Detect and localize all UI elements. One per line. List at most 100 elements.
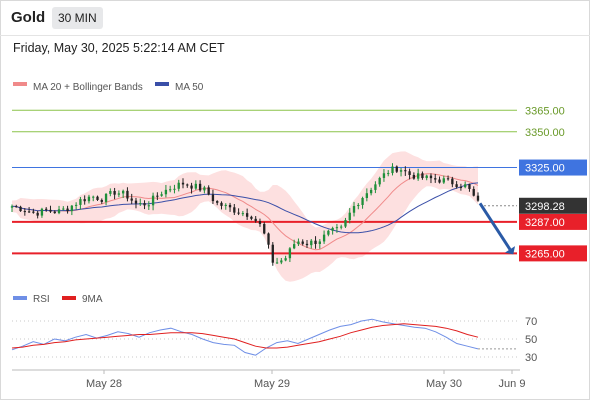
candle-body [301,241,304,244]
candle-body [425,175,428,179]
rsi-series-9MA [11,323,479,349]
forecast-arrow [478,202,516,255]
candle-body [468,184,471,189]
candle-body [365,193,369,198]
candle-body [70,205,74,212]
candle-body [203,187,206,191]
rsi-tick-30: 30 [525,352,537,364]
candle-body [224,204,227,206]
price-levels: 3365.00 3350.00 3325.00 3287.00 3265.00 [12,105,587,262]
current-price-label: 3298.28 [525,201,565,213]
forecast-arrow-head [504,246,516,255]
candle-body [258,221,262,224]
candle-body [416,173,420,179]
candle-body [134,200,138,204]
candle-body [19,206,22,212]
candle-body [96,196,99,200]
candle-body [121,190,125,194]
rsi-series-RSI [11,318,479,356]
candle-body [57,209,61,214]
rsi-legend: RSI 9MA [13,294,103,305]
candle-body [181,182,185,185]
candle-body [275,262,279,264]
candle-body [49,209,52,212]
candle-body [245,213,249,217]
candle-body [62,208,65,210]
candle-body [53,211,56,214]
candle-body [455,184,458,188]
x-tick-label: May 28 [86,378,122,390]
candle-body [438,179,441,183]
candle-body [186,184,189,186]
rsi-legend-label: RSI [33,294,50,305]
candle-body [216,201,219,203]
candle-body [284,258,287,261]
ma20-legend-label: MA 20 + Bollinger Bands [33,82,143,93]
level-tag-3325.00 [519,159,587,176]
rsi-grid: 70 50 30 [12,316,537,364]
candle-body [459,187,463,189]
price-legend: MA 20 + Bollinger Bands MA 50 [13,82,204,93]
ma20-legend-swatch [13,82,27,86]
candle-body [421,173,424,179]
candle-body [288,248,292,259]
candle-body [446,178,450,180]
level-tag-3287.00 [519,213,587,230]
candles [10,163,480,266]
candle-body [66,208,69,212]
moving-averages [11,173,479,251]
candle-body [434,178,437,180]
x-tick-label: May 29 [254,378,290,390]
candle-body [391,166,394,174]
candle-body [254,218,257,222]
candle-body [314,240,317,244]
candle-body [10,206,14,208]
candle-body [237,212,240,214]
candle-body [117,193,121,195]
candle-body [293,244,296,249]
candle-body [318,241,321,244]
candle-body [156,195,159,197]
candle-body [83,199,86,202]
candle-body [378,177,381,185]
candle-body [331,227,334,231]
candle-body [322,234,326,242]
candle-body [408,171,411,175]
candle-body [233,207,236,213]
rsi-ma-legend-label: 9MA [82,294,103,305]
candle-body [374,184,377,190]
candle-body [23,211,26,213]
symbol-title: Gold [11,9,46,26]
candle-body [387,173,390,175]
bollinger-band-fill [12,151,478,282]
candle-body [190,185,193,189]
candle-body [335,227,339,229]
candle-body [160,194,163,196]
candle-body [310,240,313,246]
candle-body [263,223,266,234]
rsi-ma-legend-swatch [62,296,76,300]
candle-body [297,241,300,245]
timeframe-badge[interactable]: 30 MIN [52,7,103,29]
candle-body [327,230,330,235]
candle-body [361,197,364,205]
level-tag-3265.00 [519,245,587,262]
candle-body [143,203,146,206]
candle-body [464,184,467,188]
level-label-3287.00: 3287.00 [525,217,565,229]
candle-body [177,182,180,189]
candle-body [40,208,44,216]
candle-body [104,193,108,202]
chart-datetime: Friday, May 30, 2025 5:22:14 AM CET [13,41,225,55]
candle-body [451,178,454,185]
candle-body [404,170,407,172]
level-label-3350.00: 3350.00 [525,127,565,139]
candle-body [173,188,176,190]
candle-body [92,196,95,198]
candle-body [113,190,116,195]
candle-body [126,190,129,199]
rsi-tick-50: 50 [525,334,537,346]
candle-body [280,260,283,263]
candle-body [164,189,168,195]
candle-body [250,216,253,219]
